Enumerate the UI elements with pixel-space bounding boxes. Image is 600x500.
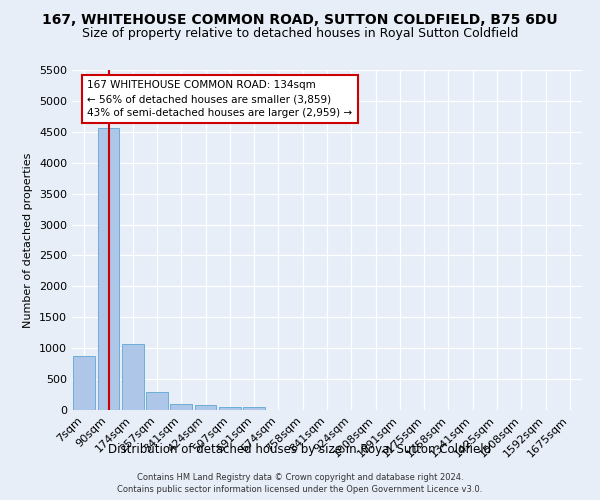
Bar xyxy=(194,405,217,410)
Text: 167, WHITEHOUSE COMMON ROAD, SUTTON COLDFIELD, B75 6DU: 167, WHITEHOUSE COMMON ROAD, SUTTON COLD… xyxy=(42,12,558,26)
Bar xyxy=(243,407,265,410)
Bar xyxy=(122,344,143,410)
Y-axis label: Number of detached properties: Number of detached properties xyxy=(23,152,34,328)
Bar xyxy=(146,392,168,410)
Bar xyxy=(73,356,95,410)
Text: Contains HM Land Registry data © Crown copyright and database right 2024.: Contains HM Land Registry data © Crown c… xyxy=(137,472,463,482)
Text: Size of property relative to detached houses in Royal Sutton Coldfield: Size of property relative to detached ho… xyxy=(82,28,518,40)
Bar xyxy=(170,404,192,410)
Text: Contains public sector information licensed under the Open Government Licence v3: Contains public sector information licen… xyxy=(118,485,482,494)
Bar xyxy=(219,406,241,410)
Text: Distribution of detached houses by size in Royal Sutton Coldfield: Distribution of detached houses by size … xyxy=(109,442,491,456)
Bar xyxy=(97,128,119,410)
Text: 167 WHITEHOUSE COMMON ROAD: 134sqm
← 56% of detached houses are smaller (3,859)
: 167 WHITEHOUSE COMMON ROAD: 134sqm ← 56%… xyxy=(88,80,352,118)
